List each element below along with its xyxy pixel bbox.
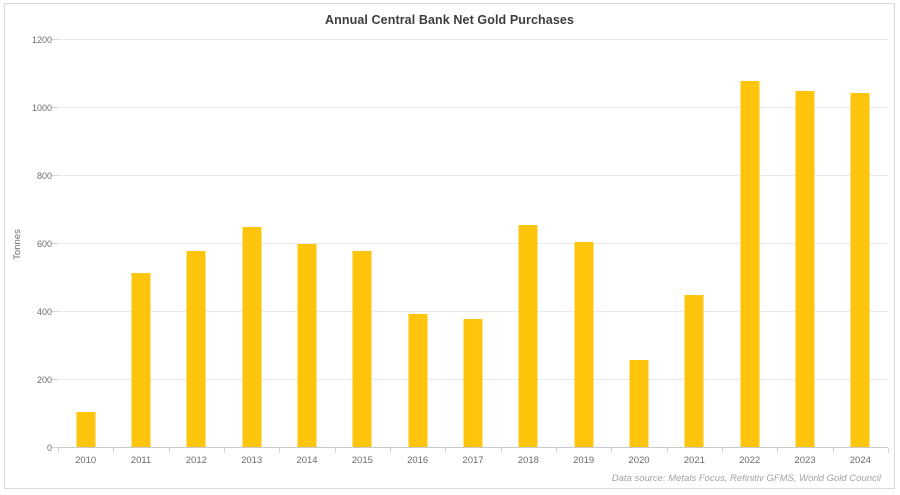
bar-2019 [574, 242, 594, 448]
bar-2017 [463, 318, 483, 448]
y-tick-0 [52, 447, 58, 448]
bar-2021 [684, 295, 704, 448]
x-axis-label-2024: 2024 [849, 455, 871, 466]
y-axis-label-600: 600 [36, 238, 52, 249]
chart-title: Annual Central Bank Net Gold Purchases [325, 13, 574, 27]
bar-2013 [242, 227, 262, 448]
bar-2014 [297, 244, 317, 448]
y-axis-label-1000: 1000 [31, 102, 52, 113]
bar-2016 [408, 313, 428, 448]
x-axis-label-2021: 2021 [683, 455, 705, 466]
x-axis-label-2014: 2014 [296, 455, 318, 466]
bar-2022 [740, 80, 760, 448]
y-tick-400 [52, 311, 58, 313]
x-tick-11 [666, 448, 668, 453]
gridline-800 [58, 175, 888, 177]
source-note: Data source: Metals Focus, Refinitiv GFM… [611, 473, 881, 484]
x-axis-label-2010: 2010 [75, 455, 97, 466]
y-axis-label-400: 400 [36, 306, 52, 317]
y-tick-200 [52, 379, 58, 381]
x-tick-10 [611, 448, 613, 453]
y-tick-1200 [52, 39, 58, 40]
x-tick-1 [113, 448, 115, 453]
x-axis-label-2015: 2015 [351, 455, 373, 466]
chart-frame: Annual Central Bank Net Gold Purchases T… [4, 3, 895, 489]
x-tick-0 [58, 448, 59, 453]
x-axis-label-2018: 2018 [517, 455, 539, 466]
y-axis-label-800: 800 [36, 170, 52, 181]
y-axis-label-0: 0 [46, 442, 52, 453]
x-axis-label-2013: 2013 [241, 455, 263, 466]
y-tick-1000 [52, 107, 58, 108]
x-axis-label-2017: 2017 [462, 455, 484, 466]
x-axis-labels: 2010 2011 2012 2013 2014 2015 2016 2017 2018 2019… [58, 455, 888, 469]
bar-2011 [131, 272, 151, 448]
x-tick-15 [888, 448, 889, 453]
x-tick-9 [556, 448, 557, 453]
y-axis-labels: 0 200 400 600 800 1000 1200 [5, 35, 52, 453]
gridline-600 [58, 243, 888, 244]
x-axis-label-2023: 2023 [794, 455, 816, 466]
x-tick-6 [390, 448, 391, 453]
x-axis-label-2022: 2022 [739, 455, 761, 466]
x-axis-label-2011: 2011 [130, 455, 152, 466]
gridline-1200 [58, 39, 888, 40]
bar-2015 [352, 250, 372, 448]
x-axis-label-2016: 2016 [407, 455, 429, 466]
y-tick-600 [52, 243, 58, 244]
x-axis-line [58, 447, 888, 448]
x-tick-3 [224, 448, 225, 453]
bar-2012 [186, 250, 206, 448]
y-axis-label-1200: 1200 [31, 34, 52, 45]
x-tick-5 [334, 448, 336, 453]
plot-area [52, 39, 889, 453]
bar-2024 [850, 92, 870, 448]
x-tick-2 [168, 448, 170, 453]
x-tick-4 [279, 448, 281, 453]
x-tick-12 [722, 448, 723, 453]
bar-2010 [76, 412, 96, 448]
x-axis-label-2019: 2019 [573, 455, 595, 466]
x-axis-label-2012: 2012 [185, 455, 207, 466]
x-tick-7 [445, 448, 447, 453]
x-tick-13 [777, 448, 779, 453]
x-axis-label-2020: 2020 [628, 455, 650, 466]
bar-2018 [518, 225, 538, 448]
y-tick-800 [52, 175, 58, 177]
x-tick-14 [832, 448, 834, 453]
bar-2020 [629, 359, 649, 448]
bar-2023 [795, 91, 815, 448]
x-tick-8 [500, 448, 502, 453]
y-axis-label-200: 200 [36, 374, 52, 385]
gridline-400 [58, 311, 888, 313]
gridline-1000 [58, 107, 888, 108]
